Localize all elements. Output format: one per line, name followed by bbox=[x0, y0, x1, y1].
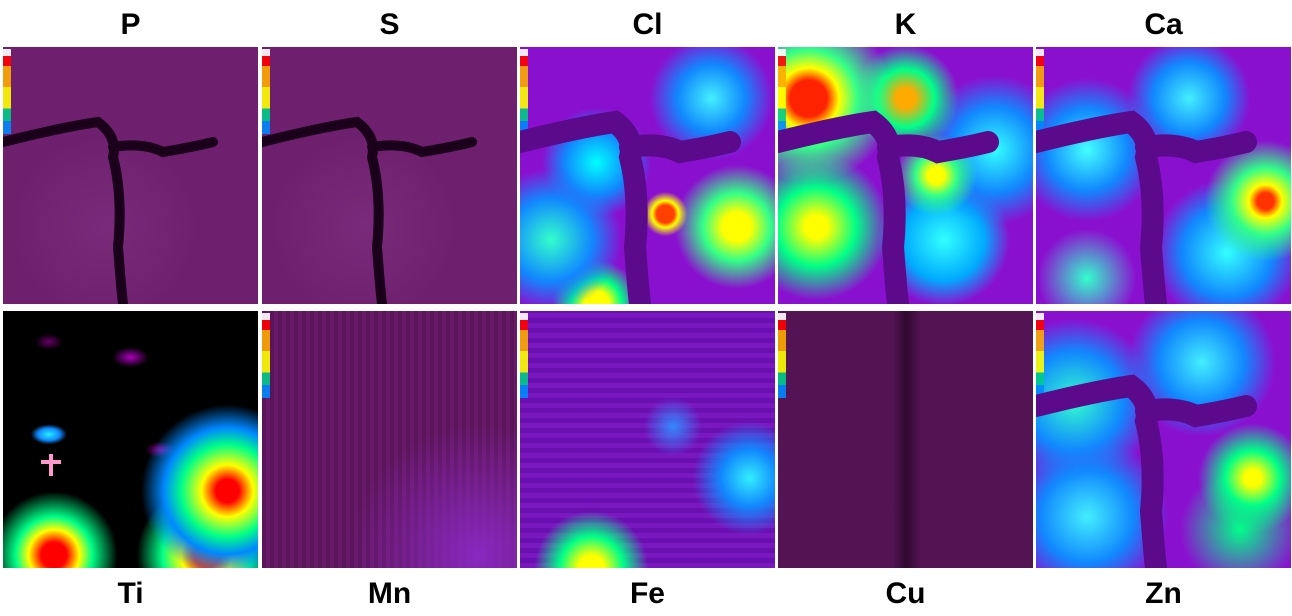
element-label: Mn bbox=[262, 577, 517, 611]
element-map bbox=[520, 47, 775, 304]
crack-line bbox=[778, 122, 988, 304]
crack bbox=[778, 47, 1033, 304]
color-scale bbox=[778, 313, 786, 398]
element-label: Ca bbox=[1036, 8, 1291, 42]
crack bbox=[262, 47, 517, 304]
element-label: P bbox=[3, 8, 258, 42]
element-label: Zn bbox=[1036, 577, 1291, 611]
crack bbox=[520, 47, 775, 304]
crack-line bbox=[3, 122, 213, 304]
color-scale bbox=[262, 313, 270, 398]
crack-line bbox=[1036, 122, 1246, 304]
element-map bbox=[262, 47, 517, 304]
crack bbox=[3, 47, 258, 304]
element-map bbox=[262, 311, 517, 568]
crack bbox=[1036, 47, 1291, 304]
marker bbox=[41, 454, 61, 476]
crack-line bbox=[520, 122, 730, 304]
element-map bbox=[3, 47, 258, 304]
element-map bbox=[778, 311, 1033, 568]
element-map bbox=[520, 311, 775, 568]
element-label: Fe bbox=[520, 577, 775, 611]
element-map bbox=[3, 311, 258, 568]
crack bbox=[1036, 311, 1291, 568]
crack-line bbox=[262, 122, 472, 304]
color-scale bbox=[520, 313, 528, 398]
crack-line bbox=[1036, 386, 1246, 568]
element-map bbox=[1036, 47, 1291, 304]
element-label: Cu bbox=[778, 577, 1033, 611]
element-map bbox=[1036, 311, 1291, 568]
element-label: Cl bbox=[520, 8, 775, 42]
figure: PSClKCa TiMnFeCuZn bbox=[0, 0, 1292, 616]
element-label: S bbox=[262, 8, 517, 42]
element-label: Ti bbox=[3, 577, 258, 611]
element-map bbox=[778, 47, 1033, 304]
element-label: K bbox=[778, 8, 1033, 42]
